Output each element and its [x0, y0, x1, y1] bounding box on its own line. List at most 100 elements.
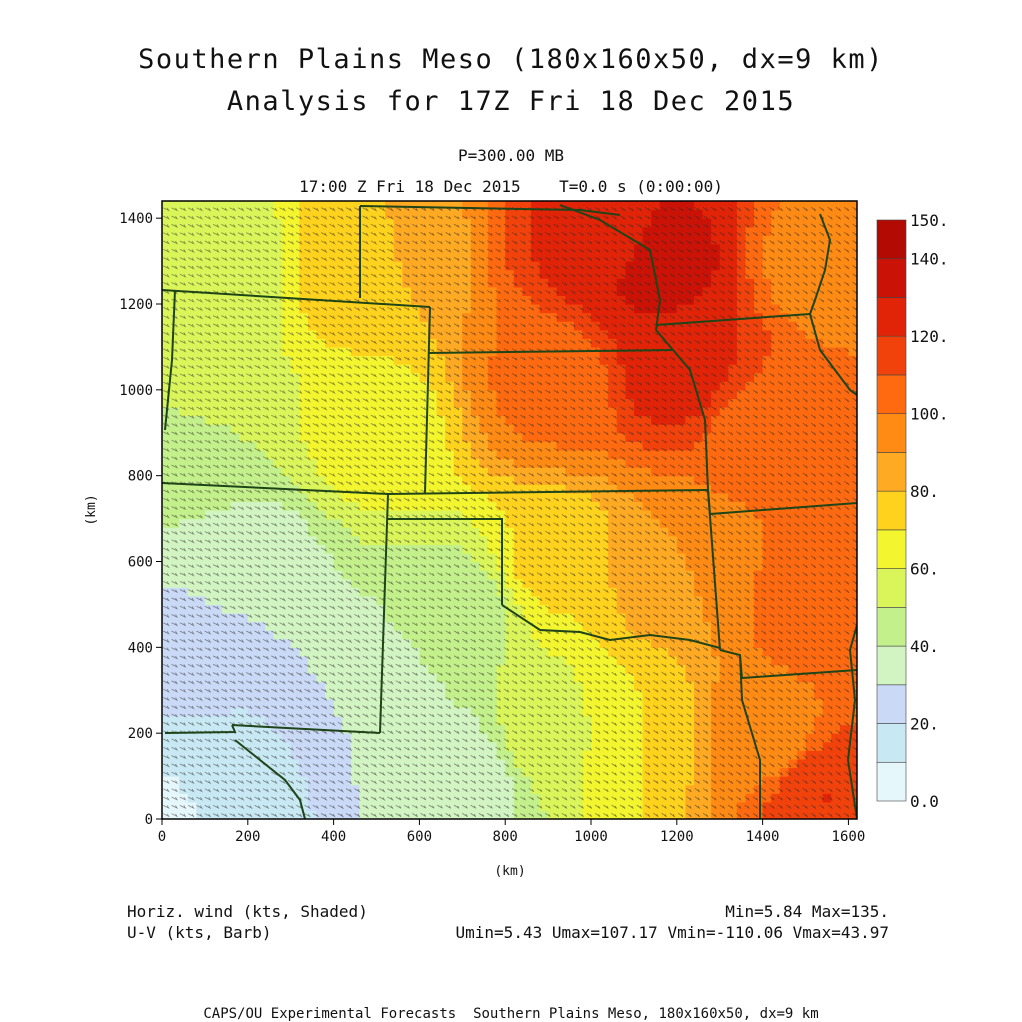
field-cell: [359, 595, 369, 606]
field-cell: [573, 647, 584, 657]
field-cell: [179, 810, 189, 819]
field-cell: [393, 424, 403, 434]
field-cell: [247, 655, 257, 666]
field-cell: [307, 501, 318, 511]
field-cell: [522, 595, 532, 606]
field-cell: [642, 570, 652, 580]
field-cell: [505, 544, 515, 554]
field-cell: [299, 209, 309, 219]
field-cell: [427, 750, 438, 760]
field-cell: [479, 535, 489, 545]
field-cell: [488, 501, 498, 511]
field-cell: [651, 432, 661, 442]
field-cell: [642, 767, 652, 777]
field-cell: [711, 467, 721, 477]
field-cell: [385, 252, 395, 262]
field-cell: [256, 604, 266, 614]
field-cell: [179, 235, 189, 245]
field-cell: [350, 673, 360, 683]
field-cell: [376, 604, 386, 614]
field-cell: [256, 655, 266, 666]
field-cell: [316, 750, 326, 760]
field-cell: [513, 647, 523, 657]
field-cell: [470, 492, 481, 503]
field-cell: [367, 613, 378, 623]
field-cell: [325, 432, 335, 442]
field-cell: [462, 750, 472, 760]
field-cell: [299, 595, 309, 606]
field-cell: [359, 458, 369, 468]
field-cell: [488, 673, 498, 683]
field-cell: [625, 578, 635, 588]
field-cell: [625, 621, 635, 631]
field-cell: [204, 741, 215, 751]
field-cell: [290, 595, 300, 606]
field-cell: [247, 269, 257, 279]
field-cell: [410, 810, 421, 819]
field-cell: [264, 613, 275, 623]
field-cell: [402, 733, 412, 743]
field-cell: [470, 724, 481, 734]
field-cell: [162, 518, 172, 528]
field-cell: [633, 226, 644, 236]
field-cell: [290, 535, 300, 545]
field-cell: [299, 510, 309, 520]
field-cell: [179, 295, 189, 305]
field-cell: [282, 432, 292, 442]
field-cell: [754, 630, 764, 640]
field-cell: [213, 424, 223, 434]
field-cell: [402, 750, 412, 760]
field-cell: [264, 570, 275, 580]
field-cell: [402, 261, 412, 271]
field-cell: [247, 716, 257, 726]
field-cell: [307, 304, 318, 314]
field-cell: [470, 535, 481, 545]
field-cell: [222, 784, 232, 794]
field-cell: [325, 389, 335, 400]
field-cell: [325, 673, 335, 683]
field-cell: [170, 432, 180, 442]
field-cell: [436, 518, 446, 528]
field-cell: [505, 492, 515, 503]
field-cell: [436, 613, 446, 623]
field-cell: [479, 510, 489, 520]
field-cell: [676, 252, 686, 262]
field-cell: [162, 716, 172, 726]
field-cell: [642, 741, 652, 751]
field-cell: [196, 510, 206, 520]
field-cell: [393, 767, 403, 777]
field-cell: [333, 389, 343, 400]
field-cell: [736, 346, 747, 357]
field-cell: [239, 218, 249, 228]
field-cell: [282, 501, 292, 511]
field-cell: [273, 655, 283, 666]
field-cell: [565, 535, 575, 545]
field-cell: [651, 767, 661, 777]
field-cell: [222, 655, 232, 666]
field-cell: [290, 321, 300, 331]
field-cell: [333, 432, 343, 442]
field-cell: [642, 587, 652, 597]
field-cell: [530, 776, 541, 786]
field-cell: [316, 613, 326, 623]
field-cell: [625, 475, 635, 485]
field-cell: [436, 510, 446, 520]
field-cell: [668, 355, 678, 365]
field-cell: [170, 269, 180, 279]
field-cell: [239, 716, 249, 726]
field-cell: [736, 570, 747, 580]
field-cell: [316, 467, 326, 477]
field-cell: [488, 776, 498, 786]
field-cell: [376, 776, 386, 786]
field-cell: [222, 518, 232, 528]
field-cell: [162, 638, 172, 648]
field-cell: [453, 415, 463, 425]
field-cell: [256, 767, 266, 777]
field-cell: [264, 716, 275, 726]
field-cell: [204, 604, 215, 614]
field-cell: [204, 630, 215, 640]
field-cell: [376, 424, 386, 434]
field-cell: [488, 321, 498, 331]
field-cell: [213, 638, 223, 648]
field-cell: [325, 544, 335, 554]
